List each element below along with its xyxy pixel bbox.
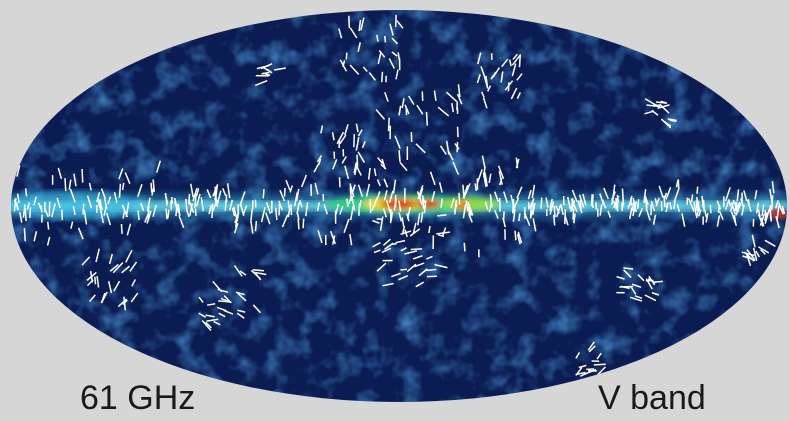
polarization-vector <box>565 209 566 224</box>
polarization-vector <box>151 183 152 193</box>
polarization-vector <box>389 118 390 132</box>
polarization-vector <box>26 188 27 196</box>
polarization-vector <box>531 204 532 219</box>
polarization-vector <box>519 213 520 221</box>
polarization-vector <box>138 211 139 220</box>
polarization-vector <box>119 184 120 198</box>
polarization-vector <box>541 198 542 209</box>
polarization-vector <box>475 184 476 191</box>
polarization-vector <box>83 204 84 215</box>
polarization-vector <box>533 201 534 209</box>
polarization-vector <box>622 189 623 203</box>
polarization-vector <box>25 208 26 221</box>
polarization-vector <box>121 224 122 234</box>
polarization-vector <box>298 219 299 229</box>
polarization-vector <box>65 178 66 191</box>
polarization-vector <box>391 244 397 245</box>
hotspot <box>416 200 440 208</box>
polarization-vector <box>398 52 399 59</box>
polarization-vector <box>692 194 693 201</box>
polarization-vector <box>279 203 280 216</box>
polarization-vector <box>24 228 25 241</box>
polarization-vector <box>382 72 383 82</box>
polarization-vector <box>710 205 711 213</box>
polarization-vector <box>276 208 277 220</box>
polarization-vector <box>166 209 167 220</box>
polarization-vector <box>437 215 446 216</box>
polarization-vector <box>399 150 400 162</box>
polarization-vector <box>594 364 606 365</box>
frequency-label: 61 GHz <box>80 378 195 418</box>
polarization-vector <box>225 200 226 211</box>
polarization-vector <box>391 212 392 221</box>
polarization-vector <box>347 199 348 207</box>
polarization-vector <box>573 208 574 219</box>
polarization-vector <box>400 269 407 270</box>
polarization-vector <box>349 16 350 28</box>
polarization-vector <box>17 202 18 210</box>
page: 61 GHz V band (() => { const data = JSON… <box>0 0 789 421</box>
polarization-vector <box>48 222 49 230</box>
polarization-vector <box>385 36 386 42</box>
polarization-vector <box>664 196 665 207</box>
polarization-vector <box>464 243 465 251</box>
polarization-vector <box>350 187 351 201</box>
polarization-vector <box>411 249 422 250</box>
polarization-vector <box>718 205 719 212</box>
polarization-vector <box>288 201 289 209</box>
polarization-vector <box>346 53 347 60</box>
polarization-vector <box>212 204 213 218</box>
band-label: V band <box>598 378 706 418</box>
polarization-vector <box>554 206 555 217</box>
polarization-vector <box>661 201 662 211</box>
polarization-vector <box>168 210 169 219</box>
polarization-vector <box>357 155 358 167</box>
polarization-vector <box>30 208 31 218</box>
polarization-vector <box>253 270 264 271</box>
polarization-vector <box>263 189 264 198</box>
polarization-vector <box>638 199 639 209</box>
polarization-vector <box>653 281 663 282</box>
polarization-vector <box>303 219 304 229</box>
polarization-vector <box>95 277 96 285</box>
sky-texture <box>0 0 789 421</box>
polarization-vector <box>697 187 698 194</box>
sky-map <box>0 0 789 421</box>
polarization-vector <box>515 231 516 240</box>
polarization-vector <box>459 193 460 205</box>
polarization-vector <box>82 169 83 183</box>
polarization-vector <box>426 112 427 126</box>
polarization-vector <box>580 200 581 211</box>
polarization-vector <box>255 221 256 231</box>
